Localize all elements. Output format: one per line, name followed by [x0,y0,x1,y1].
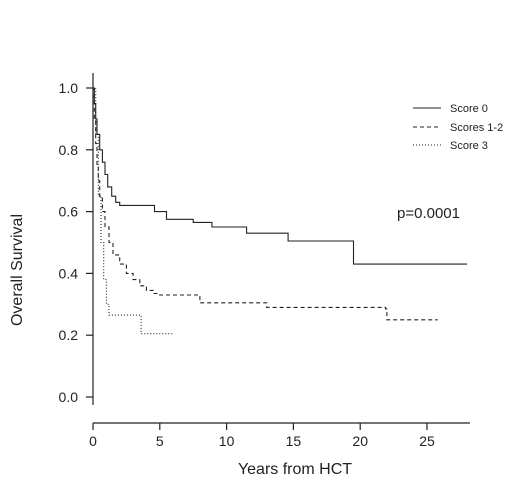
y-tick-label: 0.0 [59,389,79,405]
x-tick-label: 25 [419,433,435,449]
y-tick-label: 0.8 [59,142,79,158]
x-axis-title: Years from HCT [238,461,352,478]
x-tick-label: 0 [89,433,97,449]
x-tick-label: 10 [219,433,235,449]
p-value-annotation: p=0.0001 [397,205,460,222]
y-tick-label: 0.4 [59,265,79,281]
series-line-scores-1-2 [93,87,438,321]
axes [92,73,470,424]
legend-label-scores-1-2: Scores 1-2 [450,122,503,134]
series-layer [93,87,468,335]
series-line-score-3 [93,87,174,335]
x-tick-label: 20 [352,433,368,449]
y-axis-title: Overall Survival [9,214,26,326]
series-line-score-0 [93,87,468,265]
x-tick-label: 15 [286,433,302,449]
legend: Score 0 Scores 1-2 Score 3 [413,103,503,152]
y-tick-label: 0.6 [59,204,79,220]
y-tick-label: 1.0 [59,80,79,96]
y-tick-label: 0.2 [59,327,79,343]
legend-label-score-3: Score 3 [450,140,488,152]
y-ticks: 0.0 0.2 0.4 0.6 0.8 1.0 [59,80,93,405]
x-ticks: 0 5 10 15 20 25 [89,423,435,449]
legend-label-score-0: Score 0 [450,103,488,115]
x-tick-label: 5 [156,433,164,449]
